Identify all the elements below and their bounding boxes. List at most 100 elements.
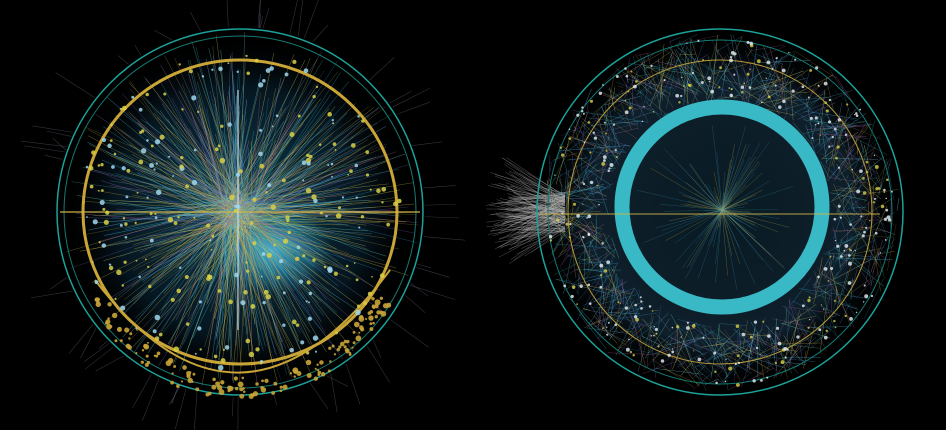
edge: [694, 357, 705, 369]
edge: [721, 209, 731, 224]
edge: [598, 301, 617, 339]
node: [617, 301, 620, 304]
edge: [617, 112, 628, 125]
edge: [721, 209, 728, 276]
fan-edge: [519, 202, 566, 234]
node: [729, 93, 733, 98]
edge: [863, 143, 877, 181]
node: [850, 249, 852, 252]
edge: [864, 238, 875, 286]
node: [371, 304, 376, 309]
edge: [703, 209, 723, 212]
fan-edge: [492, 213, 566, 237]
node: [627, 90, 630, 93]
node: [702, 59, 704, 61]
node: [292, 59, 297, 65]
node: [187, 377, 193, 384]
node: [338, 206, 342, 210]
edge: [242, 197, 396, 223]
nodes: [83, 39, 893, 399]
edge: [835, 75, 854, 104]
node: [273, 381, 278, 386]
node: [650, 334, 653, 337]
node: [774, 361, 778, 365]
left-yellow-arc: [94, 269, 391, 374]
fan-edge: [518, 195, 566, 228]
edge: [565, 181, 570, 222]
node: [345, 264, 349, 268]
fan-edge: [488, 221, 566, 235]
edge: [822, 273, 843, 287]
fan-edge: [505, 213, 566, 232]
edge: [755, 94, 766, 103]
edge: [650, 64, 703, 94]
edge: [229, 205, 330, 292]
node: [86, 216, 88, 218]
node: [207, 274, 213, 280]
edge: [644, 209, 723, 243]
node: [349, 169, 353, 173]
edge: [721, 203, 730, 211]
fan-edge: [505, 221, 566, 227]
edge: [601, 106, 608, 127]
fan-edge: [495, 230, 566, 243]
node: [329, 360, 332, 363]
edge: [618, 322, 643, 355]
edge: [197, 116, 251, 215]
node: [865, 160, 869, 164]
edge: [589, 231, 598, 246]
edge: [844, 135, 869, 139]
node: [289, 347, 294, 353]
edge: [241, 114, 392, 200]
node: [601, 84, 604, 86]
edge: [777, 68, 794, 102]
edge: [839, 251, 855, 268]
edge: [665, 209, 723, 241]
edge: [119, 156, 249, 213]
node: [191, 381, 194, 384]
edge: [662, 33, 698, 53]
node: [746, 40, 750, 44]
node: [640, 307, 643, 310]
node: [676, 325, 680, 329]
edge: [550, 185, 577, 222]
node: [300, 340, 305, 345]
node: [252, 197, 257, 202]
edge: [549, 178, 556, 220]
edge: [571, 219, 600, 243]
edge: [760, 339, 788, 355]
node: [863, 284, 866, 287]
edge: [820, 124, 873, 128]
edge: [569, 232, 582, 241]
edge: [240, 32, 245, 218]
edge: [646, 314, 652, 369]
edge: [562, 189, 594, 226]
edge: [721, 143, 750, 211]
node: [255, 382, 259, 386]
edge: [721, 209, 740, 264]
node: [860, 215, 863, 218]
fan-edge: [491, 183, 566, 204]
node: [182, 365, 187, 370]
edge: [587, 123, 638, 136]
edge: [149, 206, 240, 247]
edge: [577, 255, 581, 295]
node: [128, 337, 131, 340]
edge: [250, 145, 366, 219]
edge: [717, 209, 723, 221]
node: [369, 309, 374, 314]
node: [774, 84, 777, 87]
node: [99, 199, 105, 205]
edge: [675, 209, 723, 263]
edge: [240, 199, 370, 207]
fan-edge: [499, 210, 566, 219]
edge: [678, 353, 694, 376]
node: [369, 327, 374, 331]
ray: [423, 236, 466, 241]
node: [198, 300, 202, 304]
edge: [571, 151, 575, 182]
edge: [873, 234, 890, 266]
edge: [149, 183, 229, 224]
edge: [227, 209, 316, 264]
fan-edge: [497, 215, 566, 228]
